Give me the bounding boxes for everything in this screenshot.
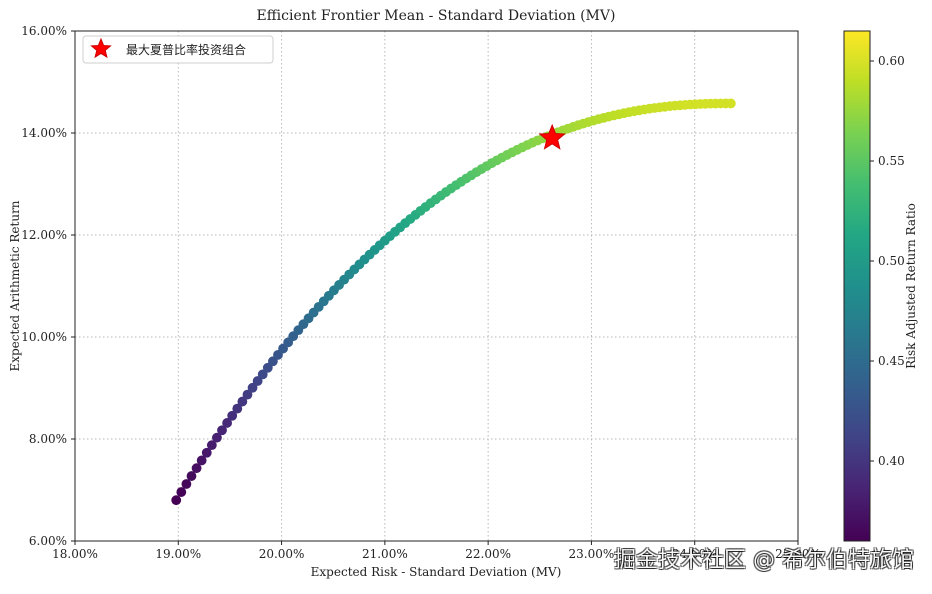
max-sharpe-star-point	[538, 123, 566, 150]
legend-box	[82, 35, 274, 64]
y-axis-label: Expected Arithmetic Return	[8, 200, 22, 371]
points-layer	[171, 98, 736, 506]
x-tick-label: 20.00%	[259, 547, 305, 561]
frontier-point	[725, 98, 736, 109]
colorbar-tick-label: 0.45	[878, 354, 905, 368]
frontier-point	[181, 479, 192, 489]
frontier-point	[242, 389, 253, 400]
plot-frame	[74, 30, 799, 542]
legend-layer: 最大夏普比率投资组合	[82, 35, 274, 64]
frontier-point	[186, 471, 197, 481]
frontier-point	[222, 418, 233, 428]
frontier-point	[201, 447, 212, 458]
frontier-point	[176, 487, 187, 497]
y-tick-label: 16.00%	[21, 24, 67, 38]
y-tick-label: 6.00%	[29, 534, 67, 548]
frontier-point	[196, 455, 207, 466]
x-tick-label: 23.00%	[569, 547, 615, 561]
colorbar-tick-label: 0.60	[878, 54, 905, 68]
y-tick-label: 12.00%	[21, 228, 67, 242]
colorbar-tick-label: 0.55	[878, 154, 905, 168]
frontier-point	[252, 376, 263, 386]
colorbar-bar	[843, 30, 871, 542]
axis-layer: 18.00% 19.00% 20.00% 21.00% 22.00% 23.00% 24.0…	[21, 24, 821, 561]
x-axis-label: Expected Risk - Standard Deviation (MV)	[311, 565, 562, 579]
frontier-point	[171, 495, 182, 506]
x-tick-label: 22.00%	[465, 547, 511, 561]
frontier-point	[191, 463, 202, 474]
y-tick-label: 14.00%	[21, 126, 67, 140]
x-tick-label: 24.00%	[672, 547, 718, 561]
colorbar-tick-label: 0.50	[878, 254, 905, 268]
frontier-point	[232, 403, 243, 414]
x-tick-label: 21.00%	[362, 547, 408, 561]
frontier-point	[227, 410, 238, 421]
colorbar-layer: 0.40 0.45 0.50 0.55 0.60	[843, 30, 905, 542]
frontier-point	[206, 440, 217, 451]
x-tick-label: 25.00%	[775, 547, 821, 561]
legend-label: 最大夏普比率投资组合	[126, 42, 246, 57]
x-tick-label: 19.00%	[155, 547, 201, 561]
y-tick-label: 10.00%	[21, 330, 67, 344]
legend-star-marker	[90, 37, 112, 59]
frontier-point	[212, 432, 222, 443]
frontier-point	[247, 382, 258, 393]
colorbar-label: Risk Adjusted Return Ratio	[904, 203, 918, 369]
frontier-point	[237, 396, 248, 407]
frontier-point	[217, 425, 227, 436]
chart-title: Efficient Frontier Mean - Standard Devia…	[257, 8, 616, 24]
colorbar-tick-label: 0.40	[878, 454, 905, 468]
y-tick-label: 8.00%	[29, 432, 67, 446]
x-tick-label: 18.00%	[52, 547, 98, 561]
frontier-point	[257, 369, 268, 380]
